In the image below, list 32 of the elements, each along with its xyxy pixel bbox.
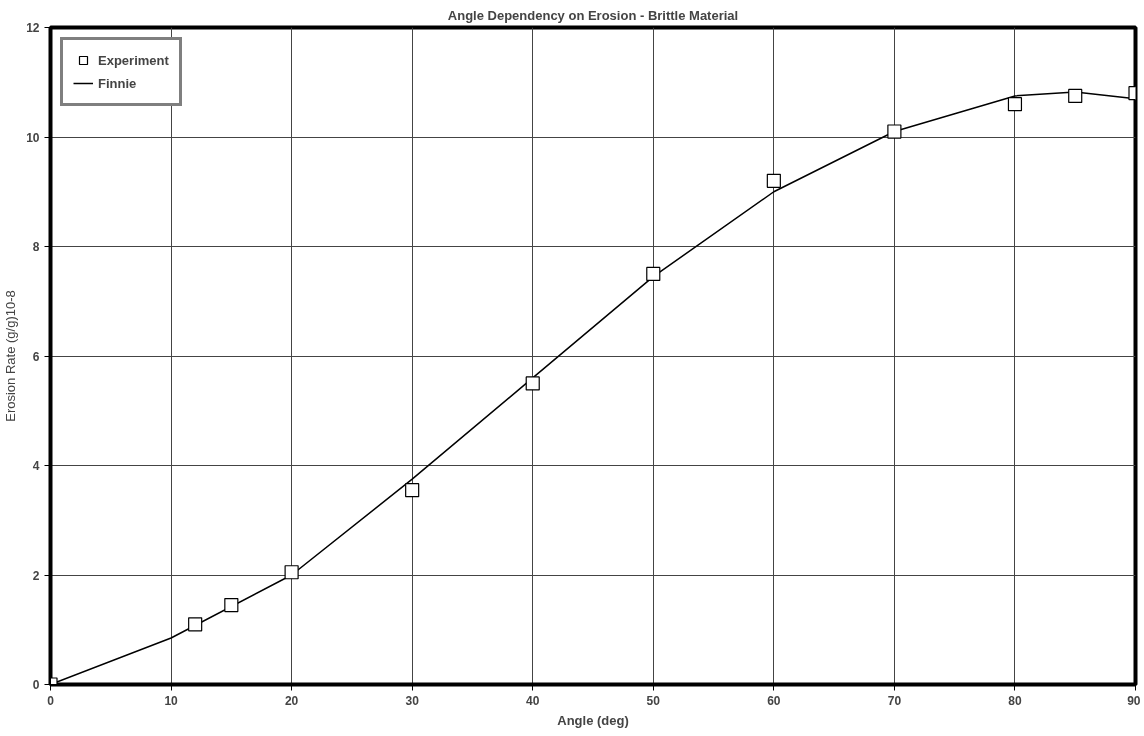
y-tick-label: 0 xyxy=(32,678,40,692)
x-tick-label: 0 xyxy=(47,693,55,708)
point xyxy=(284,565,299,580)
x-tick-label: 30 xyxy=(405,693,420,708)
x-tick-label: 80 xyxy=(1008,693,1022,708)
y-tick-label: 10 xyxy=(26,130,40,145)
chart-title: Angle Dependency on Erosion - Brittle Material xyxy=(447,7,739,23)
point xyxy=(887,124,902,139)
x-tick-label: 70 xyxy=(887,693,902,708)
y-axis-title: Erosion Rate (g/g)10-8 xyxy=(3,290,19,422)
x-tick-label: 50 xyxy=(646,693,661,708)
y-tick-label: 4 xyxy=(32,459,40,473)
x-tick-label: 60 xyxy=(767,693,781,708)
point xyxy=(525,376,540,391)
x-tick-label: 90 xyxy=(1127,693,1141,708)
y-tick-label: 8 xyxy=(32,240,40,254)
x-tick-label: 40 xyxy=(526,693,540,708)
y-tick-label: 12 xyxy=(26,21,40,35)
point xyxy=(188,617,203,632)
x-tick-label: 10 xyxy=(164,693,179,708)
point xyxy=(224,598,239,613)
point xyxy=(1068,88,1083,104)
legend-label: Experiment xyxy=(98,52,169,68)
legend-label: Finnie xyxy=(98,75,137,91)
x-axis-title: Angle (deg) xyxy=(557,712,629,728)
y-tick-label: 6 xyxy=(32,349,40,364)
y-tick-label: 2 xyxy=(32,568,40,583)
point xyxy=(646,266,661,281)
x-tick-label: 20 xyxy=(284,693,299,708)
point xyxy=(766,173,781,188)
point xyxy=(1007,97,1023,112)
point xyxy=(405,483,420,498)
